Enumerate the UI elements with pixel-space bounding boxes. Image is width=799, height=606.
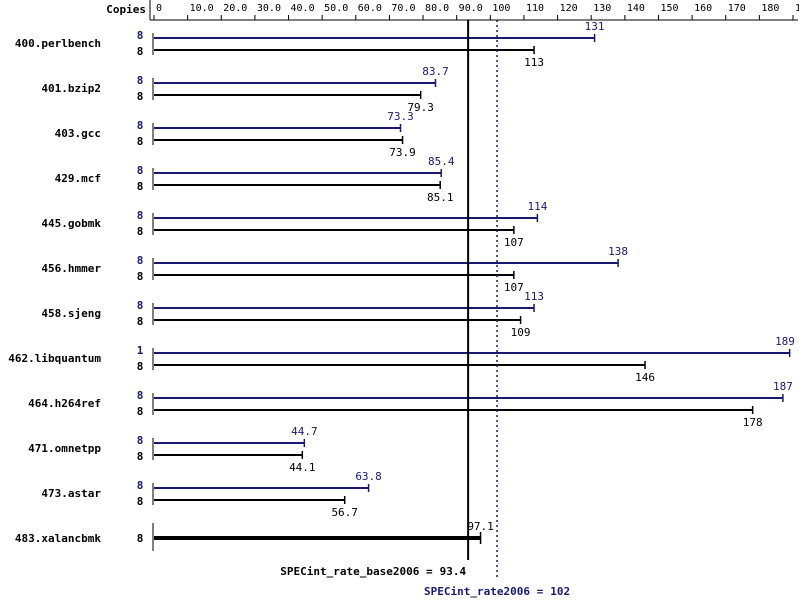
x-tick-label: 150 — [660, 3, 678, 14]
copies-label: 8 — [137, 90, 144, 103]
value-label: 73.9 — [389, 146, 416, 159]
summary-value: 102 — [550, 585, 570, 598]
x-tick-label: 10.0 — [190, 3, 214, 14]
category-label: 401.bzip2 — [41, 82, 101, 95]
copies-label: 8 — [137, 74, 144, 87]
category-label: 400.perlbench — [15, 37, 101, 50]
value-label: 113 — [524, 56, 544, 69]
summary-label: SPECint_rate2006 = — [424, 585, 544, 598]
category-label: 464.h264ref — [28, 397, 101, 410]
copies-label: 8 — [137, 45, 144, 58]
value-label: 107 — [504, 236, 524, 249]
x-tick-label: 180 — [761, 3, 779, 14]
copies-label: 8 — [137, 29, 144, 42]
value-label: 79.3 — [407, 101, 434, 114]
value-label: 138 — [608, 245, 628, 258]
category-label: 456.hmmer — [41, 262, 101, 275]
value-label: 187 — [773, 380, 793, 393]
copies-label: 8 — [137, 532, 144, 545]
value-label: 131 — [585, 20, 605, 33]
x-tick-label: 30.0 — [257, 3, 281, 14]
x-tick-label: 100 — [492, 3, 510, 14]
x-tick-label: 40.0 — [291, 3, 315, 14]
copies-label: 8 — [137, 270, 144, 283]
x-tick-label: 70.0 — [391, 3, 415, 14]
category-label: 473.astar — [41, 487, 101, 500]
category-label: 403.gcc — [55, 127, 101, 140]
x-tick-label: 80.0 — [425, 3, 449, 14]
category-label: 458.sjeng — [41, 307, 101, 320]
copies-label: 8 — [137, 389, 144, 402]
value-label: 97.1 — [467, 520, 494, 533]
copies-label: 8 — [137, 164, 144, 177]
x-tick-label: 190 — [795, 3, 799, 14]
x-tick-label: 110 — [526, 3, 544, 14]
value-label: 83.7 — [422, 65, 449, 78]
value-label: 44.7 — [291, 425, 318, 438]
copies-label: 8 — [137, 180, 144, 193]
value-label: 107 — [504, 281, 524, 294]
copies-label: 1 — [137, 344, 144, 357]
copies-label: 8 — [137, 405, 144, 418]
x-tick-label: 140 — [627, 3, 645, 14]
copies-label: 8 — [137, 360, 144, 373]
category-label: 429.mcf — [55, 172, 101, 185]
value-label: 85.4 — [428, 155, 455, 168]
category-label: 462.libquantum — [8, 352, 101, 365]
copies-label: 8 — [137, 299, 144, 312]
copies-label: 8 — [137, 254, 144, 267]
copies-header: Copies — [106, 3, 146, 16]
x-tick-label: 170 — [728, 3, 746, 14]
x-tick-label: 130 — [593, 3, 611, 14]
summary-text: SPECint_rate2006 = 102 — [424, 585, 570, 598]
x-tick-label: 20.0 — [223, 3, 247, 14]
copies-label: 8 — [137, 495, 144, 508]
copies-label: 8 — [137, 225, 144, 238]
value-label: 63.8 — [355, 470, 382, 483]
summary-text: SPECint_rate_base2006 = 93.4 — [280, 565, 466, 578]
copies-label: 8 — [137, 209, 144, 222]
value-label: 44.1 — [289, 461, 316, 474]
value-label: 109 — [511, 326, 531, 339]
summary-label: SPECint_rate_base2006 = — [280, 565, 433, 578]
copies-label: 8 — [137, 315, 144, 328]
category-label: 445.gobmk — [41, 217, 101, 230]
value-label: 85.1 — [427, 191, 454, 204]
copies-label: 8 — [137, 135, 144, 148]
x-tick-label: 50.0 — [324, 3, 348, 14]
x-tick-label: 120 — [560, 3, 578, 14]
category-label: 483.xalancbmk — [15, 532, 101, 545]
x-tick-label: 90.0 — [459, 3, 483, 14]
copies-label: 8 — [137, 479, 144, 492]
value-label: 178 — [743, 416, 763, 429]
value-label: 56.7 — [331, 506, 358, 519]
value-label: 113 — [524, 290, 544, 303]
copies-label: 8 — [137, 119, 144, 132]
value-label: 73.3 — [387, 110, 414, 123]
value-label: 114 — [527, 200, 547, 213]
summary-value: 93.4 — [440, 565, 467, 578]
x-tick-label: 0 — [156, 3, 162, 14]
x-tick-label: 60.0 — [358, 3, 382, 14]
copies-label: 8 — [137, 434, 144, 447]
value-label: 189 — [775, 335, 795, 348]
x-tick-label: 160 — [694, 3, 712, 14]
category-label: 471.omnetpp — [28, 442, 101, 455]
value-label: 146 — [635, 371, 655, 384]
copies-label: 8 — [137, 450, 144, 463]
